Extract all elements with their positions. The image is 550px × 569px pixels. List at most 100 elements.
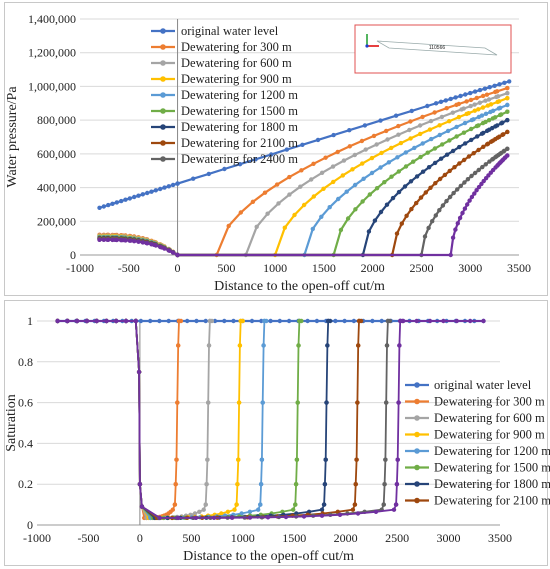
dewatering-for-1200-m-point bbox=[490, 108, 496, 114]
dewatering-for-2400-m-markers bbox=[97, 146, 510, 258]
dewatering-for-1800-m-point bbox=[366, 229, 372, 234]
dewatering-for-2100-m-point bbox=[354, 457, 359, 462]
dewatering-for-2100-m-point bbox=[484, 142, 490, 147]
dewatering-for-1800-m-point bbox=[325, 343, 330, 348]
original-water-level-point bbox=[438, 99, 444, 105]
dewatering-for-2100-m-point bbox=[437, 176, 443, 182]
dewatering-for-1200-m-point bbox=[319, 214, 324, 219]
dewatering-for-2400-m-point bbox=[472, 170, 478, 176]
original-water-level-line bbox=[99, 80, 510, 209]
legend-marker bbox=[414, 415, 420, 421]
dewatering-for-2100-m-point bbox=[428, 185, 433, 190]
original-water-level-point bbox=[284, 147, 289, 152]
legend-label: original water level bbox=[181, 24, 279, 38]
dewatering-for-600-m-point bbox=[319, 170, 325, 175]
dewatering-for-1200-m-point bbox=[462, 120, 468, 126]
series-9-point bbox=[140, 240, 145, 245]
dewatering-for-1800-m-point bbox=[444, 152, 450, 157]
y-tick-label: 600,000 bbox=[37, 147, 76, 161]
dewatering-for-1200-m-point bbox=[310, 226, 315, 232]
dewatering-for-1500-m-point bbox=[367, 192, 372, 197]
dewatering-for-600-m-point bbox=[341, 158, 347, 163]
original-water-level-point bbox=[393, 113, 399, 118]
x-tick-label: -500 bbox=[77, 531, 99, 545]
series-9-point bbox=[157, 515, 163, 521]
dewatering-for-900-m-point bbox=[427, 127, 433, 132]
dewatering-for-1500-m-point bbox=[353, 207, 358, 212]
dewatering-for-1800-m-point bbox=[319, 507, 325, 512]
series-9-line bbox=[57, 320, 403, 519]
dewatering-for-600-m-markers bbox=[55, 318, 215, 521]
dewatering-for-600-m-point bbox=[201, 507, 206, 512]
legend-label: Dewatering for 1200 m bbox=[434, 444, 550, 458]
original-water-level-point bbox=[477, 87, 483, 93]
series-9-point bbox=[472, 191, 477, 196]
original-water-level-point bbox=[101, 204, 107, 209]
x-tick-label: 1000 bbox=[231, 531, 255, 545]
dewatering-for-900-m-point bbox=[321, 186, 326, 191]
dewatering-for-300-m-point bbox=[174, 457, 179, 462]
original-water-level-point bbox=[148, 318, 153, 324]
y-tick-label: 1,200,000 bbox=[28, 46, 76, 60]
original-water-level-point bbox=[136, 193, 141, 198]
dewatering-for-1200-m-point bbox=[469, 117, 474, 123]
series-9-point bbox=[396, 400, 401, 405]
original-water-level-point bbox=[472, 89, 478, 94]
series-9-point bbox=[152, 243, 157, 248]
original-water-level-point bbox=[502, 80, 507, 86]
dewatering-for-1800-m-point bbox=[402, 184, 408, 189]
original-water-level-point bbox=[194, 318, 199, 324]
dewatering-for-2100-m-point bbox=[423, 190, 428, 195]
dewatering-for-900-m-point bbox=[418, 131, 423, 137]
dewatering-for-2100-m-point bbox=[355, 400, 360, 405]
original-water-level-point bbox=[222, 166, 227, 172]
x-tick-label: 500 bbox=[182, 531, 200, 545]
original-water-level-point bbox=[132, 194, 137, 200]
dewatering-for-300-m-point bbox=[287, 174, 292, 180]
series-9-point bbox=[337, 512, 343, 517]
series-8-point bbox=[382, 482, 387, 487]
dewatering-for-2400-m-point bbox=[462, 180, 467, 185]
series-9-point bbox=[105, 237, 110, 242]
dewatering-for-300-m-markers bbox=[55, 318, 184, 521]
dewatering-for-600-m-point bbox=[396, 132, 401, 137]
dewatering-for-1500-m-front-markers bbox=[293, 318, 302, 507]
dewatering-for-1500-m-markers bbox=[55, 318, 304, 521]
dewatering-for-900-m-point bbox=[389, 145, 394, 151]
dewatering-for-900-m-point bbox=[350, 167, 355, 172]
dewatering-for-2400-m-point bbox=[440, 203, 446, 208]
legend-label: Dewatering for 300 m bbox=[181, 40, 292, 54]
dewatering-for-600-m-point bbox=[192, 511, 198, 516]
dewatering-for-600-m-point bbox=[265, 211, 270, 216]
dewatering-for-2100-m-point bbox=[447, 168, 452, 174]
dewatering-for-1500-m-point bbox=[295, 400, 300, 405]
legend-label: Dewatering for 900 m bbox=[181, 72, 292, 86]
dewatering-for-1800-m-point bbox=[484, 128, 490, 134]
dewatering-for-2100-m-point bbox=[352, 502, 358, 507]
legend-label: Dewatering for 2400 m bbox=[181, 152, 298, 166]
dewatering-for-900-m-point bbox=[232, 507, 237, 512]
dewatering-for-1800-m-point bbox=[324, 400, 329, 405]
dewatering-for-300-m-point bbox=[250, 199, 256, 204]
dewatering-for-2400-m-point bbox=[444, 198, 449, 204]
dewatering-for-600-m-point bbox=[459, 107, 464, 112]
dewatering-for-600-m-point bbox=[254, 224, 259, 229]
dewatering-for-1500-m-point bbox=[499, 112, 504, 117]
left-plateau-point bbox=[123, 318, 129, 324]
plateau-point bbox=[441, 318, 446, 324]
left-plateau-point bbox=[114, 318, 119, 324]
dewatering-for-1200-m-point bbox=[352, 182, 358, 188]
series-9-point bbox=[460, 210, 465, 216]
series-9-point bbox=[397, 343, 402, 348]
original-water-level-point bbox=[191, 176, 196, 181]
dewatering-for-1200-m-point bbox=[497, 105, 503, 111]
dewatering-for-1800-m-point bbox=[325, 318, 331, 324]
dewatering-for-300-m-front-markers bbox=[172, 318, 182, 507]
dewatering-for-300-m-point bbox=[176, 318, 182, 324]
series-9-point bbox=[170, 250, 176, 255]
original-water-level-point bbox=[222, 318, 227, 324]
dewatering-for-2400-m-point bbox=[430, 219, 435, 224]
x-tick-label: 3500 bbox=[507, 261, 531, 275]
y-axis-title: Water pressure/Pa bbox=[5, 86, 20, 188]
dewatering-for-900-m-point bbox=[236, 400, 242, 405]
